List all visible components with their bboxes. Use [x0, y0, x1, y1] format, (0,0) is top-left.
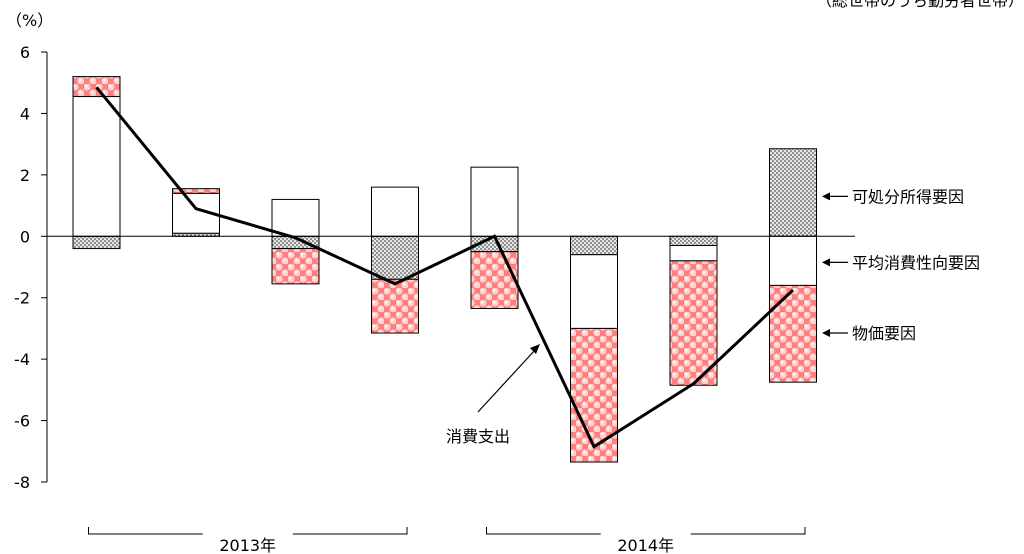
bar-segment-price [570, 327, 618, 463]
year-bracket-left [486, 527, 601, 535]
bar-segment-propensity [669, 245, 718, 262]
bar-segment-price [470, 251, 519, 309]
y-tick-label: 4 [20, 104, 30, 123]
bar-segment-propensity [271, 198, 320, 237]
bar-segment-price [72, 76, 121, 98]
bar-segment-disposable-income [371, 235, 419, 280]
bar-segment-propensity [769, 235, 817, 286]
bar-segment-propensity [371, 186, 419, 237]
line-label-arrow [477, 349, 536, 413]
line-label-arrowhead [530, 344, 540, 354]
bar-segment-price [271, 248, 320, 285]
bar-segment-disposable-income [769, 148, 817, 237]
y-tick-label: 2 [20, 166, 30, 185]
line-label-consumption: 消費支出 [446, 427, 510, 446]
y-tick-label: 6 [20, 43, 30, 62]
legend-arrow-head [822, 258, 830, 267]
year-label-1: 2014年 [617, 536, 674, 554]
header-text: （総世帯のうち勤労者世帯） [816, 0, 1024, 10]
bar-segment-disposable-income [669, 235, 718, 247]
bar-segment-price [172, 188, 220, 194]
line-consumption-expenditure [95, 86, 795, 449]
y-tick-label: -2 [14, 289, 30, 308]
legend-propensity: 平均消費性向要因 [852, 253, 980, 272]
y-unit-label: （%） [6, 11, 53, 30]
bar-segment-disposable-income [570, 235, 618, 256]
year-groups: 2013年 2014年 [88, 527, 806, 554]
y-axis: 6 4 2 0 -2 -4 -6 -8 [14, 43, 48, 492]
legend-price: 物価要因 [852, 324, 916, 343]
legend-disposable-income: 可処分所得要因 [852, 187, 964, 206]
bar-segment-propensity [72, 96, 121, 237]
year-bracket-right [690, 527, 806, 535]
y-tick-label: -8 [14, 473, 30, 492]
year-label-0: 2013年 [219, 536, 276, 554]
y-tick-label: -6 [14, 412, 30, 431]
y-tick-label: 0 [20, 227, 30, 246]
bar-segment-propensity [470, 166, 519, 237]
bar-segment-price [669, 260, 718, 386]
year-bracket-right [292, 527, 408, 535]
y-tick-label: -4 [14, 350, 30, 369]
bar-segment-disposable-income [72, 235, 121, 250]
legend-arrow-head [822, 192, 830, 201]
legend-arrow-head [822, 329, 830, 338]
line-layer [95, 86, 795, 449]
bars [72, 76, 817, 463]
bar-segment-price [769, 284, 817, 383]
year-bracket-left [88, 527, 203, 535]
bar-segment-price [371, 278, 419, 334]
bar-segment-propensity [570, 254, 618, 329]
